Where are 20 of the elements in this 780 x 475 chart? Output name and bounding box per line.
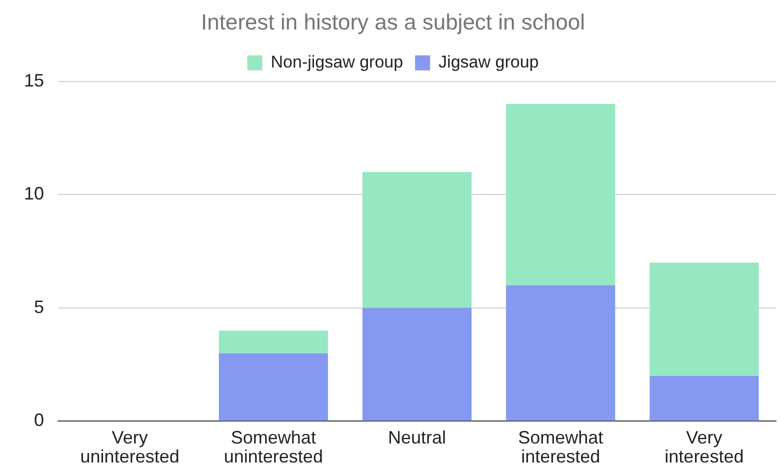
x-tick-label: Neutral bbox=[388, 428, 446, 448]
y-tick-label: 15 bbox=[24, 70, 44, 90]
x-tick-label: Very uninterested bbox=[80, 428, 180, 467]
bar bbox=[506, 104, 616, 286]
legend-label: Jigsaw group bbox=[438, 52, 539, 72]
y-tick-label: 5 bbox=[34, 296, 44, 317]
bar bbox=[218, 330, 328, 354]
bar bbox=[650, 376, 759, 421]
bar bbox=[650, 262, 759, 376]
y-tick-label: 10 bbox=[24, 184, 44, 204]
y-tick-label: 0 bbox=[34, 410, 44, 430]
bar bbox=[218, 353, 328, 421]
x-tick-label: Somewhat interested bbox=[518, 428, 604, 467]
bar bbox=[362, 172, 472, 308]
bar bbox=[362, 308, 472, 421]
chart-title: Interest in history as a subject in school bbox=[201, 9, 585, 34]
x-tick-label: Somewhat uninterested bbox=[224, 428, 323, 467]
legend-label: Non-jigsaw group bbox=[270, 52, 404, 72]
x-tick-label: Very interested bbox=[664, 428, 744, 467]
bar bbox=[506, 285, 616, 421]
